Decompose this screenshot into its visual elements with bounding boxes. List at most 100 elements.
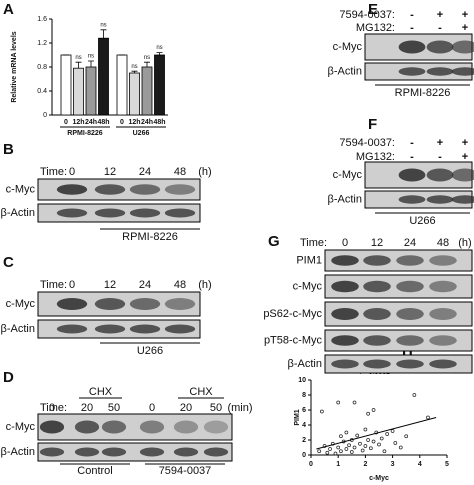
treatment-mark: - [438, 151, 442, 163]
blot-band [94, 298, 126, 310]
group-label: U266 [133, 130, 150, 137]
treatment-label: 7594-0037: [339, 9, 395, 21]
point [349, 450, 354, 454]
time-point: 0 [149, 402, 155, 414]
time-point: 48 [437, 237, 449, 249]
point [385, 432, 390, 436]
group-label: 7594-0037 [159, 465, 212, 477]
blot-band [331, 255, 359, 266]
treatment-mark: + [437, 137, 443, 149]
y-axis-label: Relative mRNA levels [11, 31, 18, 102]
blot-band [396, 255, 424, 266]
row-label: β-Actin [1, 323, 35, 335]
blot-band [56, 298, 88, 310]
x-axis-label: c-Myc [369, 475, 389, 482]
blot-band [203, 420, 229, 434]
significance-label: ns [100, 22, 106, 28]
blot-band [56, 184, 88, 195]
blot-band [164, 298, 196, 310]
point [325, 450, 330, 455]
point [333, 451, 338, 456]
point [339, 449, 343, 454]
row-label: c-Myc [6, 421, 36, 433]
point [371, 439, 376, 444]
point [377, 442, 381, 447]
blot-band [331, 359, 359, 369]
y-tick-label: 1.6 [37, 16, 47, 23]
blot-band [429, 255, 457, 266]
x-tick-label: 12h [72, 119, 84, 126]
point [366, 438, 370, 442]
time-label: Time: [40, 166, 67, 178]
blot-band [74, 420, 100, 434]
time-point: 50 [210, 402, 222, 414]
time-unit: (h) [198, 279, 211, 291]
time-point: 24 [404, 237, 416, 249]
blot-band [129, 184, 161, 195]
time-point: 24 [139, 166, 151, 178]
cell-line-label: U266 [409, 215, 435, 227]
treatment-mark: + [437, 9, 443, 21]
row-label: β-Actin [328, 65, 362, 77]
point [366, 411, 370, 416]
time-point: 20 [180, 402, 192, 414]
blot-band [451, 168, 474, 182]
time-point: 48 [174, 279, 186, 291]
point [363, 444, 368, 448]
treatment-mark: - [438, 22, 442, 34]
blot-band [101, 447, 127, 457]
treatment-mark: - [410, 22, 414, 34]
blot-band [139, 420, 165, 434]
x-tick-label: 12h [128, 119, 140, 126]
point [355, 433, 360, 438]
y-tick-label: 4 [302, 422, 306, 429]
point [328, 447, 332, 451]
point [344, 447, 349, 451]
row-label: β-Actin [1, 446, 35, 458]
treatment-mark: - [410, 137, 414, 149]
row-label: pS62-c-Myc [263, 308, 322, 320]
y-tick-label: 2 [302, 437, 306, 444]
point [320, 409, 324, 414]
panel-letter: E [368, 1, 378, 18]
bar [129, 72, 140, 116]
row-label: pT58-c-Myc [264, 334, 323, 346]
point [344, 430, 349, 435]
treatment-label: CHX [89, 386, 113, 398]
error-bar [144, 61, 150, 67]
blot-band [396, 280, 424, 293]
bar [98, 37, 109, 116]
blot-band [426, 40, 454, 54]
blot-band [363, 359, 391, 369]
blot-band [331, 335, 359, 346]
treatment-label: MG132: [356, 151, 395, 163]
time-point: 12 [104, 279, 116, 291]
point [390, 429, 395, 433]
blot-band [164, 184, 196, 195]
blot-band [396, 359, 424, 369]
cell-line-label: RPMI-8226 [395, 87, 451, 99]
time-unit: (h) [458, 237, 471, 249]
blot-band [396, 335, 424, 346]
bar [73, 67, 84, 116]
point [336, 400, 341, 405]
point [352, 445, 357, 450]
point [382, 449, 387, 454]
treatment-mark: + [462, 9, 468, 21]
blot-band [173, 420, 199, 434]
trend-line [316, 417, 437, 450]
x-tick-label: 2 [363, 461, 367, 468]
blot-band [363, 280, 391, 293]
blot-band [426, 67, 454, 76]
panel-letter: F [368, 116, 377, 133]
row-label: c-Myc [6, 183, 36, 195]
row-label: c-Myc [293, 280, 323, 292]
treatment-mark: + [462, 137, 468, 149]
error-bar [88, 60, 94, 67]
row-label: β-Actin [328, 193, 362, 205]
blot-band [363, 335, 391, 346]
panel-letter: A [3, 1, 14, 18]
point [379, 436, 384, 441]
blot-band [398, 195, 426, 204]
blot-band [398, 40, 426, 54]
